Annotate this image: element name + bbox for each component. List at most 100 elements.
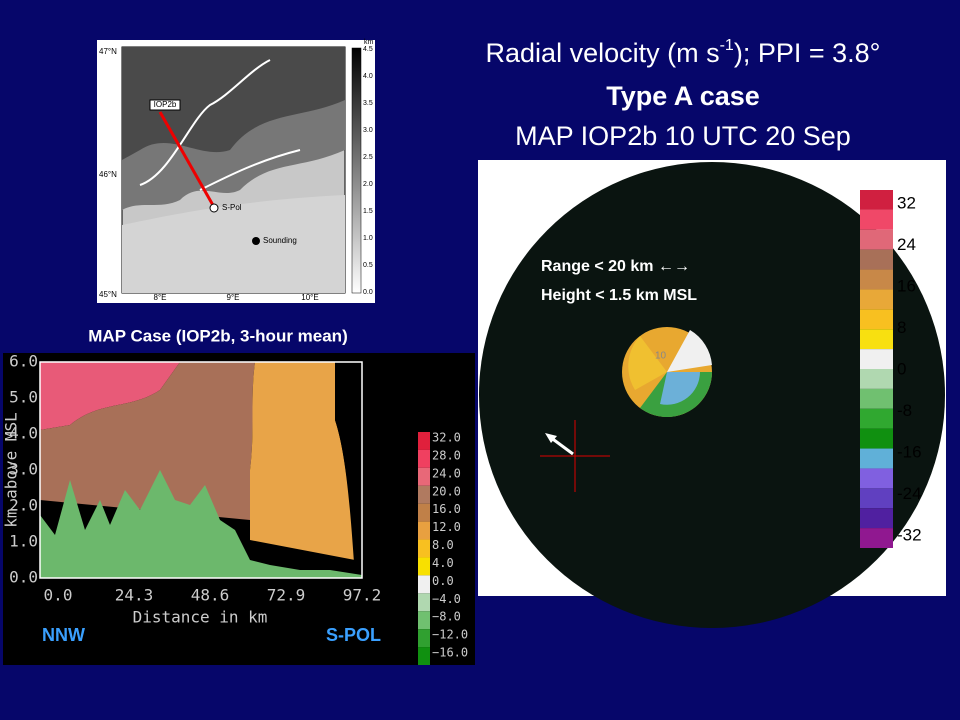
ppi-colorbar-cell (860, 249, 893, 270)
cs-colorbar-cell (418, 593, 430, 612)
ppi-colorbar-cell (860, 190, 893, 210)
ppi-colorbar-cell (860, 468, 893, 489)
arrow (549, 435, 574, 456)
cs-colorbar-cell (418, 432, 430, 450)
radar-label: S-Pol (222, 203, 242, 212)
map-colorbar-label: 0.0 (363, 289, 373, 296)
ppi-colorbar-label: 16 (897, 276, 916, 295)
x-axis-label: Distance in km (133, 608, 268, 627)
map-colorbar-label: 2.0 (363, 181, 373, 188)
sounding-track (158, 111, 216, 208)
cross-section-title: MAP Case (IOP2b, 3-hour mean) (88, 326, 347, 345)
y-tick-label: 0.0 (9, 568, 38, 587)
lat-label: 46°N (99, 170, 117, 179)
field-black (335, 362, 362, 578)
title-text: ); PPI = 3.8° (734, 38, 881, 68)
field-orange (250, 362, 355, 560)
map-colorbar-label: 1.5 (363, 208, 373, 215)
ppi-colorbar-cell (860, 289, 893, 310)
y-tick-label: 3.0 (9, 460, 38, 479)
lon-label: 10°E (301, 293, 318, 302)
y-tick-label: 4.0 (9, 424, 38, 443)
ppi-colorbar-cell (860, 269, 893, 290)
ppi-colorbar-cell (860, 209, 893, 230)
cs-colorbar-label: 32.0 (432, 431, 461, 445)
ppi-colorbar-cell (860, 369, 893, 389)
ppi-disc (479, 162, 945, 628)
iop-label: IOP2b (154, 100, 177, 109)
inner-yellow (628, 336, 667, 390)
cs-colorbar-cell (418, 611, 430, 630)
ppi-colorbar-cell (860, 349, 893, 369)
lat-label: 47°N (99, 47, 117, 56)
field-brown (40, 362, 255, 520)
cs-colorbar-label: −8.0 (432, 610, 461, 624)
ppi-colorbar-cell (860, 488, 893, 509)
cs-colorbar-cell (418, 485, 430, 504)
cs-colorbar-cell (418, 557, 430, 576)
ring-label: 10 (655, 351, 667, 362)
ppi-colorbar-cell (860, 528, 893, 548)
arrow-head (545, 433, 557, 443)
title-line3: MAP IOP2b 10 UTC 20 Sep (515, 121, 851, 151)
ppi-colorbar-cell (860, 448, 893, 469)
map-colorbar-label: 2.5 (363, 154, 373, 161)
cs-colorbar-cell (418, 629, 430, 648)
cs-colorbar-label: 4.0 (432, 556, 454, 570)
ppi-colorbar-cell (860, 408, 893, 429)
title-sup: -1 (720, 37, 734, 54)
lon-label: 9°E (227, 293, 240, 302)
terrain-high (122, 47, 345, 160)
title-text: Radial velocity (m s (486, 38, 720, 68)
x-tick-label: 0.0 (44, 586, 73, 605)
map-colorbar-label: 4.0 (363, 73, 373, 80)
map-colorbar-unit: km (364, 39, 374, 46)
map-panel: IOP2b S-Pol Sounding km (97, 39, 375, 303)
map-colorbar-label: 0.5 (363, 262, 373, 269)
map-colorbar-label: 3.5 (363, 100, 373, 107)
cs-colorbar-label: −12.0 (432, 628, 468, 642)
cs-colorbar-cell (418, 647, 430, 665)
y-tick-label: 6.0 (9, 352, 38, 371)
field-pink (40, 362, 180, 430)
inner-blue (660, 372, 700, 405)
cs-colorbar-cell (418, 449, 430, 468)
x-tick-label: 48.6 (191, 586, 230, 605)
ppi-colorbar-label: 8 (897, 318, 906, 337)
cs-colorbar-cell (418, 467, 430, 486)
cs-colorbar-cell (418, 521, 430, 540)
left-label: NNW (42, 625, 85, 645)
ppi-colorbar-label: 0 (897, 359, 906, 378)
ppi-colorbar-cell (860, 388, 893, 409)
cs-colorbar-label: −4.0 (432, 592, 461, 606)
ppi-colorbar-cell (860, 329, 893, 350)
cs-colorbar-label: 16.0 (432, 502, 461, 516)
ppi-colorbar-cell (860, 428, 893, 449)
y-axis-label: km above MSL (2, 412, 21, 528)
lon-label: 8°E (154, 293, 167, 302)
map-colorbar (351, 47, 362, 294)
ppi-colorbar-cell (860, 309, 893, 330)
annotation-height: Height < 1.5 km MSL (541, 287, 697, 304)
cross-section-panel: MAP Case (IOP2b, 3-hour mean) km above M… (2, 326, 475, 665)
iop-box (149, 99, 181, 111)
plain (122, 195, 345, 293)
cs-colorbar-cell (418, 575, 430, 594)
lat-label: 45°N (99, 290, 117, 299)
cs-colorbar-label: 0.0 (432, 574, 454, 588)
cs-colorbar-cell (418, 503, 430, 522)
map-colorbar-label: 3.0 (363, 127, 373, 134)
radar-marker (209, 203, 219, 213)
sounding-label: Sounding (263, 236, 297, 245)
ppi-colorbar-label: 32 (897, 193, 916, 212)
x-tick-label: 72.9 (267, 586, 306, 605)
cs-colorbar-cell (418, 539, 430, 558)
title-line2: Type A case (606, 81, 760, 111)
cs-colorbar-label: 28.0 (432, 448, 461, 462)
ppi-panel: 10 Range < 20 km ←→ Height < 1.5 km MSL (478, 160, 946, 628)
map-colorbar-label: 4.5 (363, 46, 373, 53)
ppi-colorbar-label: -24 (897, 484, 922, 503)
right-label: S-POL (326, 625, 381, 645)
ppi-colorbar-cell (860, 229, 893, 250)
